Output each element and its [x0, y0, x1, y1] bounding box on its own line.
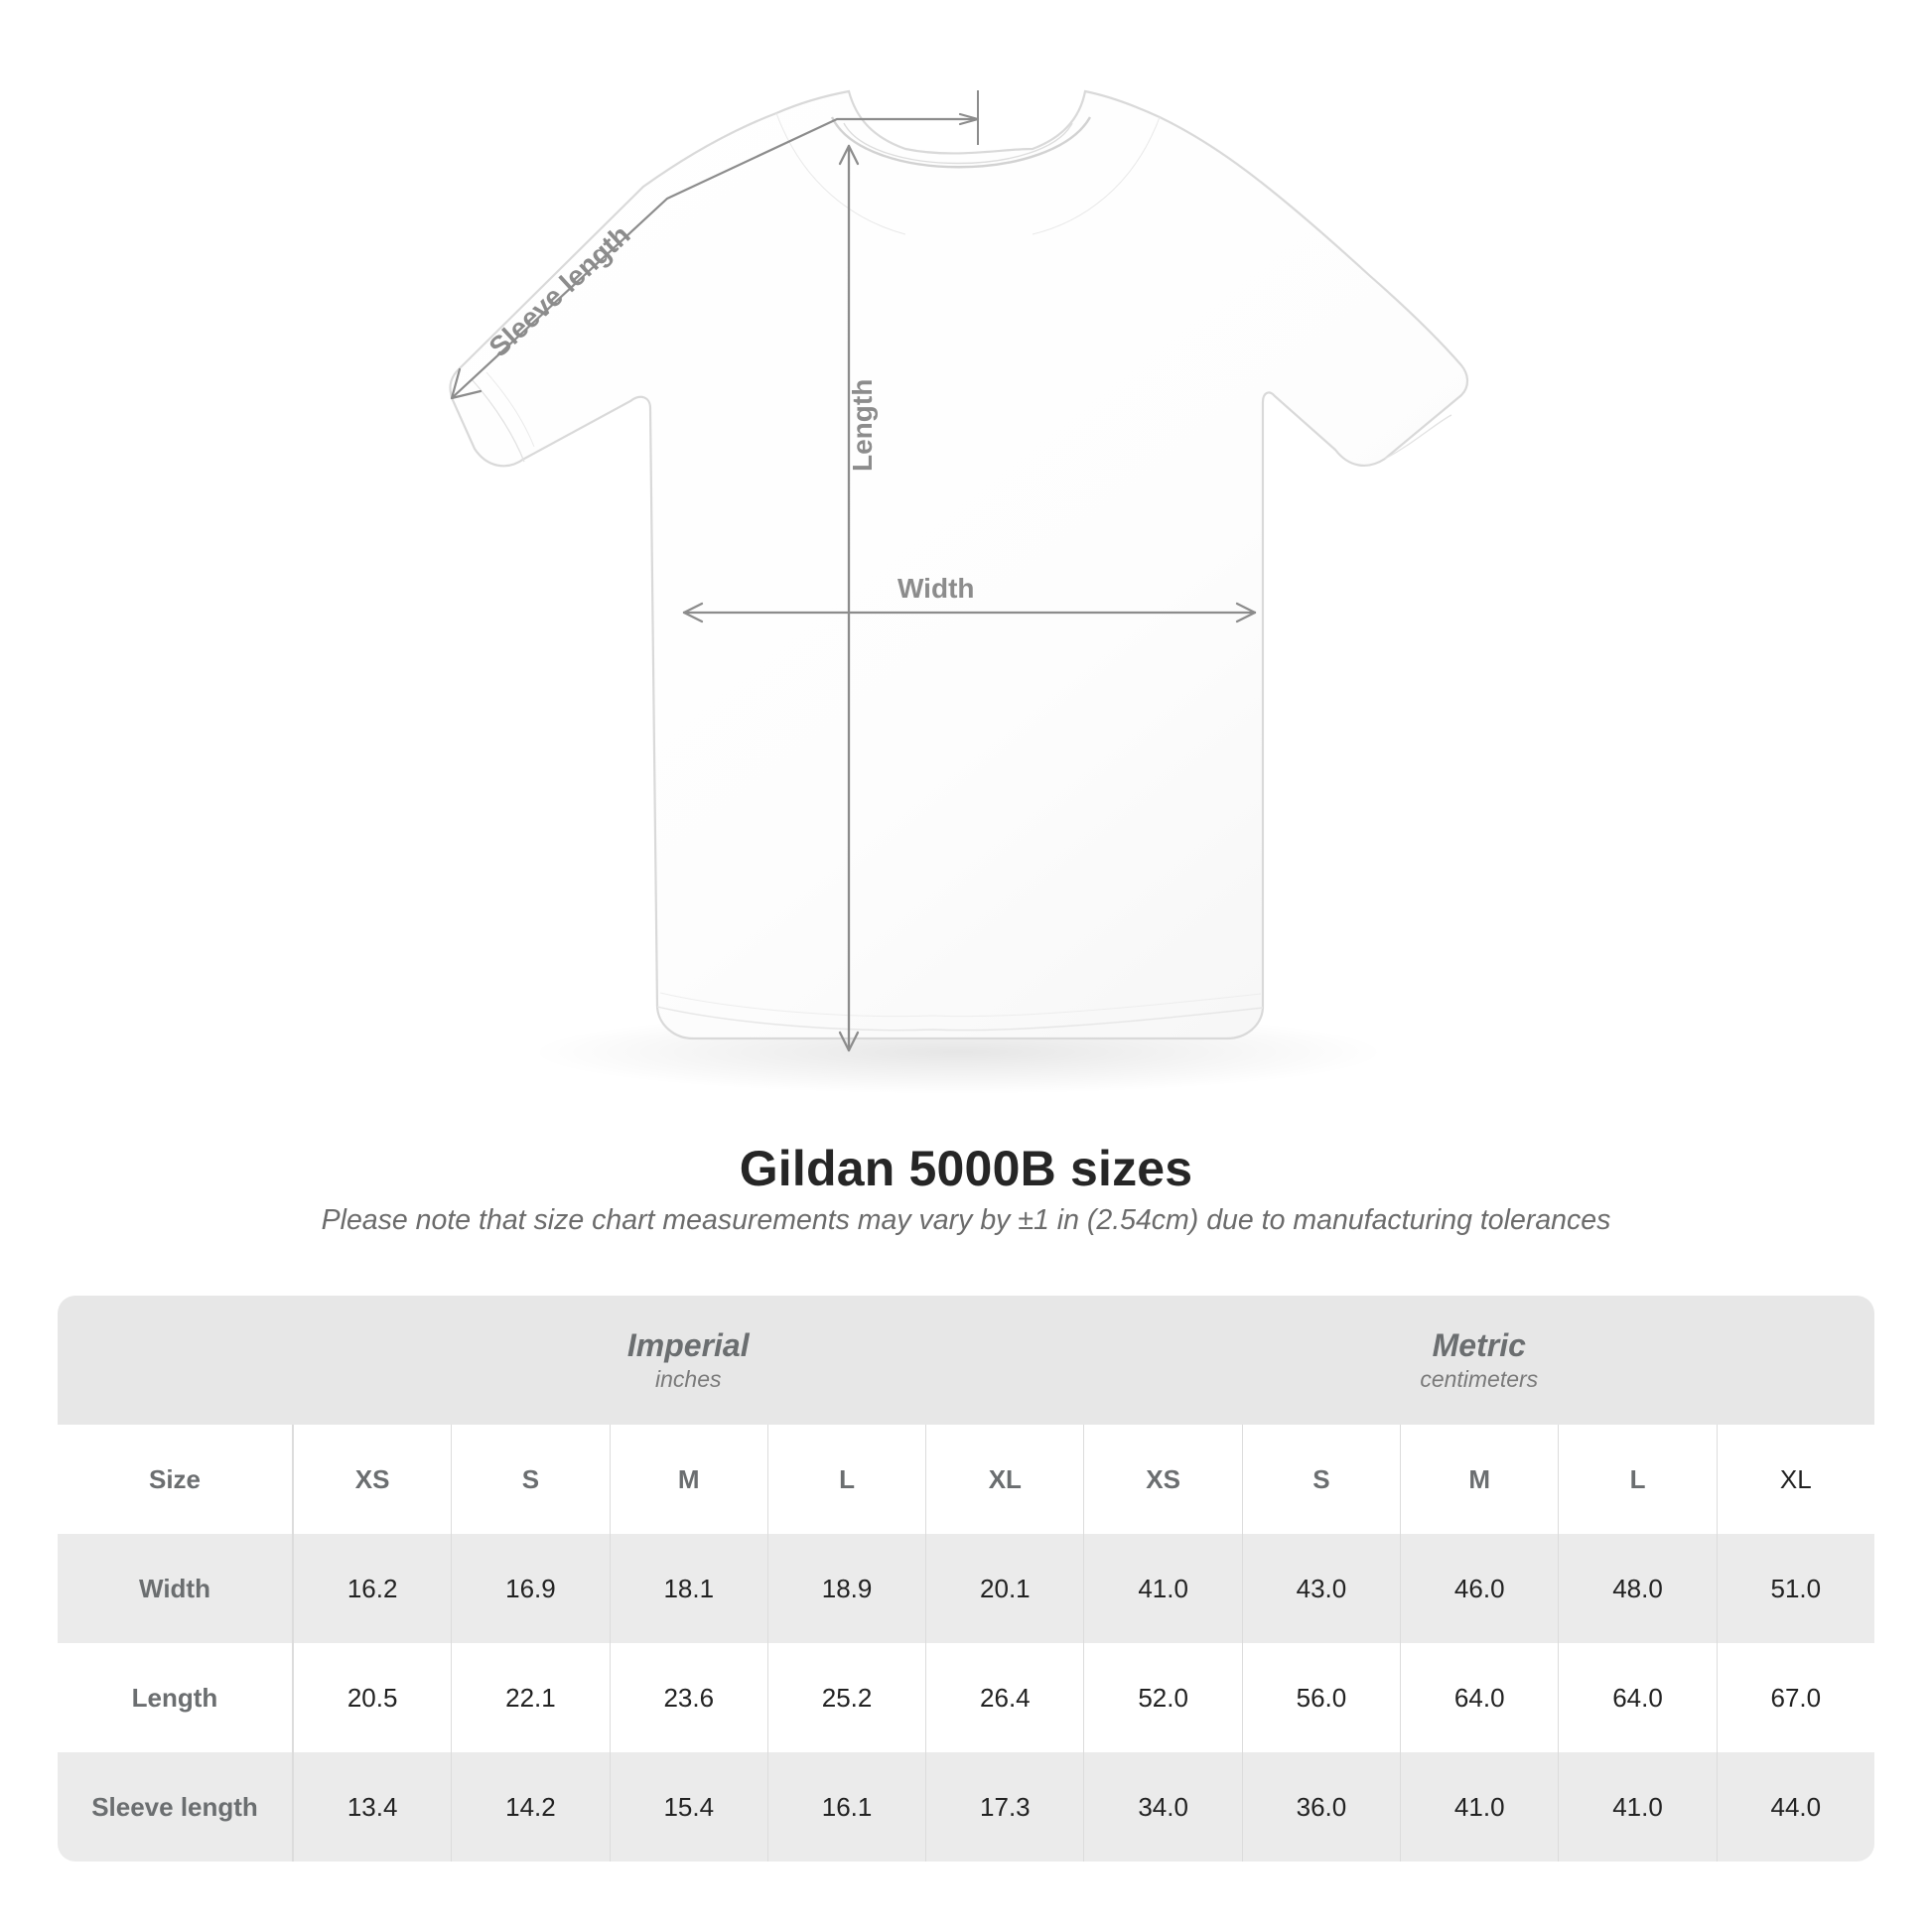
svg-text:Length: Length	[847, 379, 878, 472]
svg-text:Width: Width	[897, 573, 975, 604]
